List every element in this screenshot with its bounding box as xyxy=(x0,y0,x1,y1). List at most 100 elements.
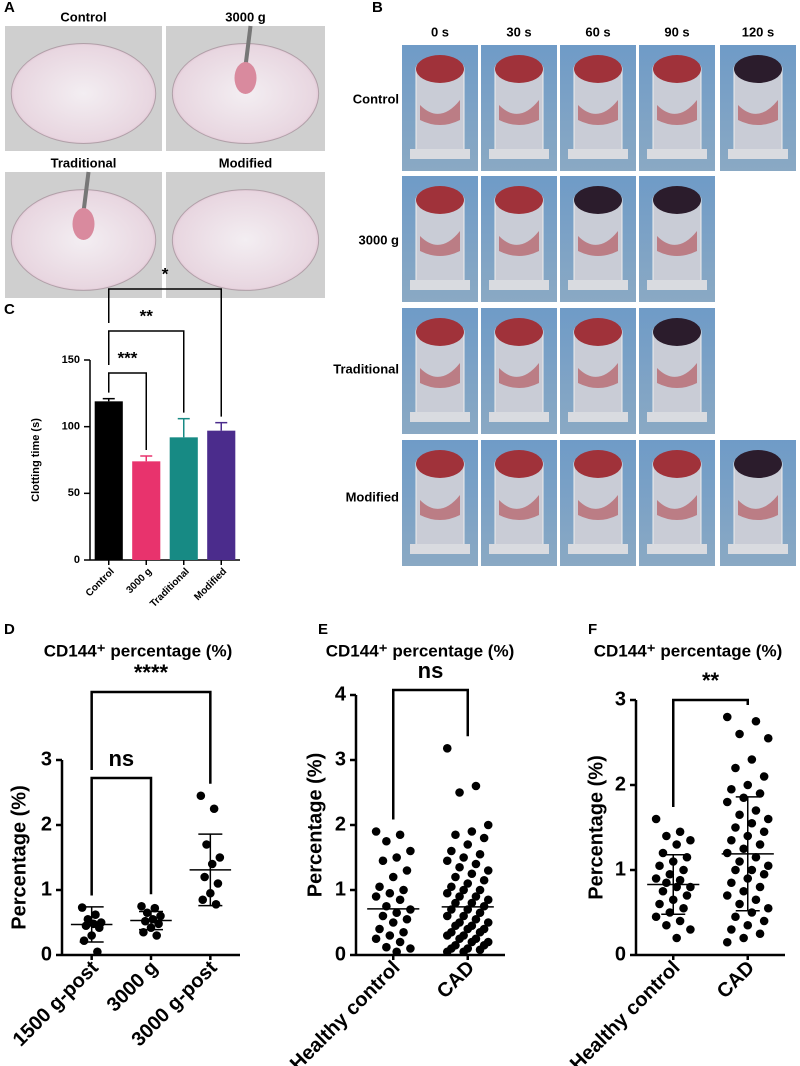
tube-base xyxy=(489,280,549,290)
tube-top xyxy=(495,55,543,83)
significance-bracket xyxy=(108,288,222,417)
data-point xyxy=(759,869,769,879)
bar xyxy=(207,430,236,560)
data-point xyxy=(483,895,493,905)
data-point xyxy=(763,903,773,913)
chart-title: CD144⁺ percentage (%) xyxy=(44,641,232,660)
data-point xyxy=(675,916,685,926)
data-point xyxy=(442,888,452,898)
tube-base xyxy=(410,149,470,159)
data-point xyxy=(475,885,485,895)
data-point xyxy=(739,844,748,854)
tube-base xyxy=(728,544,788,554)
y-tick-label: 3 xyxy=(335,748,346,770)
tube-base xyxy=(489,544,549,554)
data-point xyxy=(447,846,456,856)
data-point xyxy=(467,869,477,879)
x-tick-label: 1500 g-post xyxy=(9,956,103,1050)
data-point xyxy=(679,903,688,913)
tube-base xyxy=(410,412,470,422)
clot-stripe xyxy=(657,363,697,388)
data-point xyxy=(483,820,493,830)
y-axis-label: Percentage (%) xyxy=(585,755,607,900)
data-point xyxy=(382,942,391,952)
data-point xyxy=(735,899,744,909)
data-point xyxy=(399,885,408,895)
data-point xyxy=(467,827,477,836)
y-tick-label: 3 xyxy=(41,748,52,770)
data-point xyxy=(662,920,671,930)
data-point xyxy=(154,919,163,929)
x-tick-label: Healthy control xyxy=(566,957,684,1066)
tube-base xyxy=(647,149,707,159)
data-point xyxy=(442,947,452,957)
data-point xyxy=(94,923,104,932)
data-point xyxy=(471,892,481,901)
time-label: 120 s xyxy=(742,24,775,39)
tube-base xyxy=(489,149,549,159)
x-tick-label: 3000 g xyxy=(103,957,163,1017)
data-point xyxy=(196,791,206,801)
tube-top xyxy=(653,318,701,346)
data-point xyxy=(392,853,401,862)
tube-top xyxy=(653,186,701,214)
data-point xyxy=(722,937,732,947)
forceps xyxy=(243,25,253,67)
data-point xyxy=(759,916,769,926)
photo-label: Control xyxy=(60,9,106,24)
row-label: Control xyxy=(353,91,399,106)
data-point xyxy=(731,763,740,773)
y-tick-label: 2 xyxy=(615,773,626,795)
data-point xyxy=(442,931,452,940)
clot-stripe xyxy=(657,231,697,256)
tube-top xyxy=(495,450,543,478)
data-point xyxy=(751,806,761,815)
tube-top xyxy=(495,186,543,214)
data-point xyxy=(479,833,489,843)
data-point xyxy=(455,788,464,797)
clot-stripe xyxy=(657,495,697,520)
tube-top xyxy=(495,318,543,346)
clot-stripe xyxy=(578,100,618,125)
data-point xyxy=(739,886,748,896)
significance-bracket xyxy=(90,776,153,896)
data-point xyxy=(375,882,384,892)
data-point xyxy=(451,872,460,882)
data-point xyxy=(662,878,671,888)
data-point xyxy=(751,895,761,905)
data-point xyxy=(442,744,452,753)
data-point xyxy=(459,911,468,921)
data-point xyxy=(747,865,757,875)
significance-label: ns xyxy=(418,658,444,683)
y-tick-label: 0 xyxy=(41,943,52,965)
x-tick-label: Control xyxy=(84,566,117,599)
data-point xyxy=(382,836,391,846)
data-point xyxy=(442,911,452,921)
tube-top xyxy=(574,450,622,478)
data-point xyxy=(455,862,464,872)
clot-stripe xyxy=(738,100,778,125)
tube-top xyxy=(416,318,464,346)
data-point xyxy=(662,831,671,841)
clot-stripe xyxy=(578,231,618,256)
data-point xyxy=(727,878,736,888)
panel-label: A xyxy=(4,0,15,16)
clot xyxy=(72,208,95,240)
tube-base xyxy=(489,412,549,422)
data-point xyxy=(475,908,485,918)
y-tick-label: 0 xyxy=(335,943,346,965)
data-point xyxy=(395,895,405,905)
data-point xyxy=(371,827,381,836)
chart-title: CD144⁺ percentage (%) xyxy=(594,641,782,660)
data-point xyxy=(395,937,405,947)
forceps xyxy=(81,171,91,213)
data-point xyxy=(675,827,685,837)
data-point xyxy=(731,823,740,832)
data-point xyxy=(455,934,464,944)
data-point xyxy=(722,712,732,722)
data-point xyxy=(467,937,477,947)
tube-base xyxy=(568,544,628,554)
data-point xyxy=(213,879,223,888)
photo-label: Traditional xyxy=(51,155,117,170)
significance-label: ns xyxy=(108,746,134,771)
